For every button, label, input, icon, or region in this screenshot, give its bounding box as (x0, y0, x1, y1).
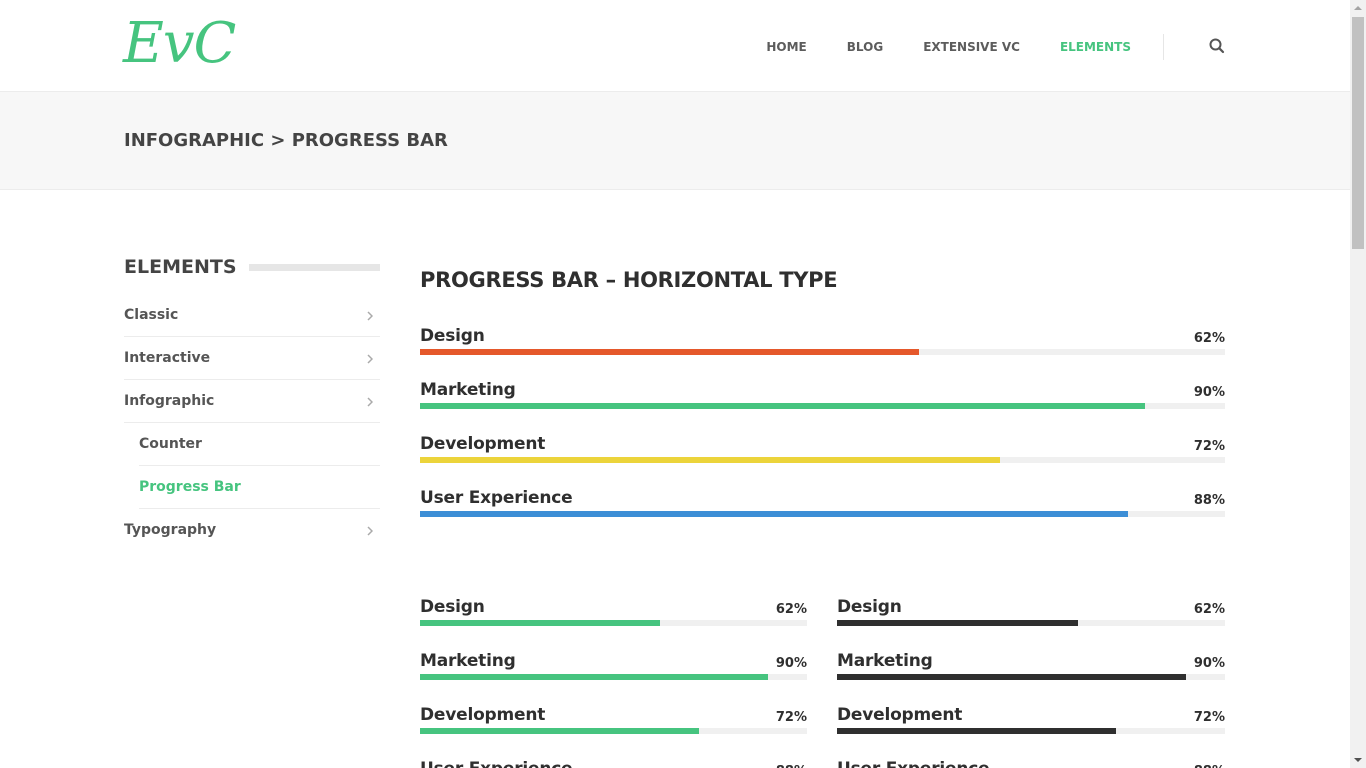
site-header: EvC HOME BLOG EXTENSIVE VC ELEMENTS (0, 0, 1350, 92)
progress-label: User Experience (420, 759, 573, 768)
sidebar: ELEMENTS Classic Interactive Infographic Co… (124, 252, 380, 552)
breadcrumb: INFOGRAPHIC > PROGRESS BAR (124, 130, 448, 151)
progress-fill (837, 728, 1117, 734)
sidebar-item-label: Infographic (124, 393, 215, 409)
sidebar-item-typography[interactable]: Typography (124, 509, 380, 552)
scrollbar-thumb[interactable] (1352, 17, 1364, 249)
progress-percent: 90% (1193, 656, 1225, 671)
sidebar-title-rule (248, 263, 380, 271)
sidebar-item-interactive[interactable]: Interactive (124, 337, 380, 380)
sidebar-item-progress-bar[interactable]: Progress Bar (139, 466, 380, 509)
progress-bar-design: Design 62% (420, 326, 1225, 358)
progress-fill (420, 620, 660, 626)
progress-percent: 88% (776, 764, 807, 768)
progress-track (420, 728, 807, 734)
progress-percent: 90% (1193, 385, 1225, 400)
progress-fill (837, 620, 1078, 626)
chevron-right-icon (364, 380, 376, 423)
progress-bar-design: Design 62% (837, 597, 1225, 629)
progress-track (420, 620, 807, 626)
logo-text[interactable]: EvC (123, 11, 236, 76)
progress-fill (420, 511, 1129, 517)
progress-bar-development: Development 72% (420, 434, 1225, 466)
sidebar-item-label: Progress Bar (139, 479, 241, 495)
main-nav: HOME BLOG EXTENSIVE VC ELEMENTS (726, 34, 1164, 60)
sidebar-item-counter[interactable]: Counter (139, 423, 380, 466)
progress-percent: 88% (1194, 764, 1225, 768)
progress-bar-user-experience: User Experience 88% (420, 759, 807, 768)
progress-label: Development (420, 434, 546, 454)
progress-label: Development (837, 705, 963, 725)
progress-track (837, 620, 1225, 626)
progress-track (837, 728, 1225, 734)
sidebar-header: ELEMENTS (124, 252, 380, 282)
progress-label: Marketing (420, 651, 516, 671)
page-scrollbar[interactable] (1350, 0, 1366, 768)
chevron-right-icon (364, 337, 376, 380)
sidebar-item-label: Classic (124, 307, 179, 323)
progress-percent: 72% (775, 710, 807, 725)
nav-blog[interactable]: BLOG (846, 40, 884, 54)
progress-fill (420, 457, 1000, 463)
site-logo[interactable]: EvC (123, 11, 236, 76)
progress-bar-design: Design 62% (420, 597, 807, 629)
progress-percent: 62% (775, 602, 807, 617)
progress-percent: 90% (775, 656, 807, 671)
progress-fill (837, 674, 1187, 680)
chevron-right-icon (364, 294, 376, 337)
sidebar-item-classic[interactable]: Classic (124, 294, 380, 337)
sidebar-title: ELEMENTS (124, 256, 237, 278)
page-title-bar: INFOGRAPHIC > PROGRESS BAR (0, 92, 1350, 190)
progress-bar-user-experience: User Experience 88% (837, 759, 1225, 768)
progress-label: Marketing (837, 651, 933, 671)
progress-bar-user-experience: User Experience 88% (420, 488, 1225, 520)
progress-label: Design (420, 597, 485, 617)
nav-home[interactable]: HOME (766, 40, 807, 54)
progress-bar-marketing: Marketing 90% (837, 651, 1225, 683)
progress-percent: 72% (1193, 439, 1225, 454)
progress-fill (420, 728, 699, 734)
progress-bar-marketing: Marketing 90% (420, 380, 1225, 412)
sidebar-item-label: Counter (139, 436, 202, 452)
scroll-down-arrow-icon[interactable] (1350, 752, 1366, 768)
progress-percent: 62% (1193, 602, 1225, 617)
progress-fill (420, 403, 1145, 409)
progress-track (420, 674, 807, 680)
progress-label: Development (420, 705, 546, 725)
progress-fill (420, 349, 920, 355)
nav-divider (1163, 34, 1164, 60)
progress-label: User Experience (420, 488, 573, 508)
progress-percent: 62% (1193, 331, 1225, 346)
progress-label: Design (420, 326, 485, 346)
progress-bar-development: Development 72% (837, 705, 1225, 737)
chevron-right-icon (364, 509, 376, 552)
sidebar-item-label: Typography (124, 522, 217, 538)
search-icon[interactable] (1208, 37, 1226, 55)
section-title: PROGRESS BAR – HORIZONTAL TYPE (420, 268, 838, 292)
progress-track (420, 349, 1225, 355)
progress-percent: 88% (1193, 493, 1225, 508)
progress-track (420, 403, 1225, 409)
progress-label: User Experience (837, 759, 990, 768)
progress-fill (420, 674, 769, 680)
sidebar-item-label: Interactive (124, 350, 211, 366)
progress-label: Design (837, 597, 902, 617)
nav-elements[interactable]: ELEMENTS (1059, 40, 1131, 54)
progress-track (420, 511, 1225, 517)
progress-percent: 72% (1193, 710, 1225, 725)
progress-track (837, 674, 1225, 680)
progress-track (420, 457, 1225, 463)
sidebar-menu: Classic Interactive Infographic Counter Prog… (124, 294, 380, 552)
progress-label: Marketing (420, 380, 516, 400)
progress-bar-development: Development 72% (420, 705, 807, 737)
sidebar-item-infographic[interactable]: Infographic (124, 380, 380, 423)
scroll-up-arrow-icon[interactable] (1350, 0, 1366, 16)
nav-extensive-vc[interactable]: EXTENSIVE VC (923, 40, 1020, 54)
progress-bar-marketing: Marketing 90% (420, 651, 807, 683)
